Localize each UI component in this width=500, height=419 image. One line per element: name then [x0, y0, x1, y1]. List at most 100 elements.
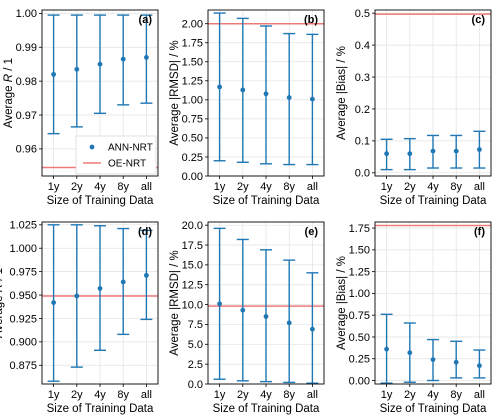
chart-panel-4: 0.875 0.900 0.925 0.950 0.975 1.000 1.025 1y 2y 4…: [0, 220, 159, 415]
y-tick-label: 0.00: [349, 375, 370, 387]
y-tick-label: 1.50: [349, 245, 370, 257]
x-axis-label: Size of Training Data: [47, 403, 154, 415]
ann-nrt-point: [74, 293, 80, 299]
x-axis-label: Size of Training Data: [213, 195, 320, 207]
ann-nrt-point: [453, 148, 459, 154]
y-tick-label: 12.5: [182, 280, 203, 292]
ann-nrt-point: [74, 66, 80, 72]
y-tick-label: 0.50: [349, 332, 370, 344]
plot-frame: [374, 221, 492, 385]
ann-nrt-point: [263, 314, 269, 319]
x-tick-label: 8y: [283, 181, 295, 193]
x-tick-label: 2y: [237, 181, 249, 193]
ann-nrt-point: [286, 95, 292, 100]
plot-frame: [41, 9, 159, 177]
y-tick-label: 0.97: [16, 110, 37, 122]
plot-frame: [207, 9, 325, 177]
y-tick-label: 0.4: [355, 40, 370, 52]
y-tick-label: 0.1: [355, 136, 370, 148]
x-tick-label: 1y: [48, 389, 60, 401]
x-tick-label: 8y: [450, 181, 462, 193]
legend-label-oe-nrt: OE-NRT: [108, 159, 146, 170]
ann-nrt-point: [407, 350, 413, 356]
y-axis-label: Average R / 1: [3, 58, 15, 128]
y-tick-label: 1.00: [349, 288, 370, 300]
y-tick-label: 20.0: [182, 220, 203, 232]
y-tick-label: 0.3: [355, 72, 370, 84]
y-tick-label: 0.75: [349, 310, 370, 322]
x-tick-label: 1y: [48, 181, 60, 193]
ann-nrt-point: [286, 320, 292, 326]
x-tick-label: 8y: [450, 389, 462, 401]
plot-frame: [41, 221, 159, 385]
y-tick-label: 7.5: [188, 319, 203, 331]
y-tick-label: 0.0: [355, 168, 370, 180]
x-tick-label: 8y: [117, 389, 129, 401]
ann-nrt-point: [240, 307, 246, 313]
y-tick-label: 0.75: [182, 114, 203, 126]
chart-panel-5: 0.0 2.5 5.0 7.5 10.0 12.5 15.0 17.5 20.0 1y 2y 4y 8y…: [169, 220, 325, 415]
y-tick-label: 1.75: [349, 223, 370, 235]
y-tick-label: 1.75: [182, 38, 203, 50]
x-axis-label: Size of Training Data: [213, 403, 320, 415]
ann-nrt-point: [217, 84, 223, 90]
y-axis-label: Average |RMSD| / %: [169, 250, 181, 355]
y-tick-label: 1.50: [182, 57, 203, 69]
y-tick-label: 0.875: [9, 360, 37, 372]
ann-nrt-point: [120, 279, 126, 285]
ann-nrt-point: [144, 272, 149, 278]
ann-nrt-point: [384, 151, 389, 157]
panel-letter: (c): [472, 14, 486, 26]
panel-letter: (f): [474, 226, 485, 238]
y-tick-label: 0.98: [16, 76, 37, 88]
y-tick-label: 2.5: [188, 359, 203, 371]
legend-label-ann-nrt: ANN-NRT: [108, 143, 153, 154]
x-tick-label: 4y: [260, 181, 272, 193]
y-axis-label: Average |Bias| / %: [336, 256, 348, 350]
chart-panel-1: 0.96 0.97 0.98 0.99 1.00 1y 2y 4y 8y all Size of T…: [3, 8, 159, 207]
ann-nrt-point: [310, 96, 315, 102]
x-tick-label: 4y: [427, 181, 439, 193]
plot-frame: [374, 9, 492, 177]
x-tick-label: all: [307, 389, 318, 401]
y-tick-label: 0.900: [9, 337, 37, 349]
y-tick-label: 0.5: [355, 8, 370, 20]
x-tick-label: all: [474, 181, 485, 193]
y-tick-label: 0.0: [188, 379, 203, 391]
ann-nrt-point: [120, 56, 126, 62]
y-axis-label: Average |Bias| / %: [336, 46, 348, 140]
y-tick-label: 1.25: [182, 76, 203, 88]
panel-letter: (b): [304, 14, 318, 26]
legend: ANN-NRT OE-NRT: [75, 135, 157, 175]
x-tick-label: 1y: [381, 181, 393, 193]
x-tick-label: all: [307, 181, 318, 193]
x-tick-label: all: [141, 181, 152, 193]
x-tick-label: 1y: [214, 181, 226, 193]
x-tick-label: 2y: [404, 181, 416, 193]
ann-nrt-point: [97, 61, 103, 67]
y-tick-label: 0.00: [182, 171, 203, 183]
y-tick-label: 1.00: [182, 95, 203, 107]
y-tick-label: 0.25: [349, 354, 370, 366]
ann-nrt-point: [477, 147, 482, 152]
x-tick-label: 1y: [214, 389, 226, 401]
y-tick-label: 0.96: [16, 144, 37, 156]
y-tick-label: 0.975: [9, 266, 37, 278]
x-tick-label: 2y: [71, 389, 83, 401]
y-axis-label: Average |RMSD| / %: [169, 40, 181, 145]
x-tick-label: 4y: [94, 181, 106, 193]
x-tick-label: 4y: [260, 389, 272, 401]
ann-nrt-point: [240, 87, 246, 93]
ann-nrt-point: [407, 151, 413, 157]
panel-letter: (e): [305, 226, 319, 238]
y-tick-label: 0.25: [182, 152, 203, 164]
y-tick-label: 1.00: [16, 8, 37, 20]
ann-nrt-point: [384, 346, 389, 352]
x-tick-label: 1y: [381, 389, 393, 401]
y-tick-label: 0.925: [9, 313, 37, 325]
y-tick-label: 0.99: [16, 42, 37, 54]
ann-nrt-point: [310, 326, 315, 332]
x-tick-label: 8y: [117, 181, 129, 193]
x-axis-label: Size of Training Data: [47, 195, 154, 207]
